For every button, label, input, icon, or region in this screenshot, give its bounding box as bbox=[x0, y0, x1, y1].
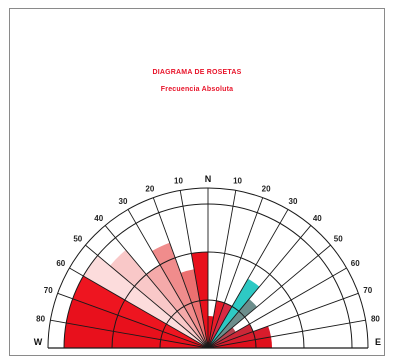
rose-spoke bbox=[207, 225, 312, 349]
rose-sector-13 bbox=[208, 298, 258, 348]
rose-tick-label: 50 bbox=[73, 235, 82, 244]
rose-tick-label: 20 bbox=[145, 184, 154, 193]
rose-tick-label: 60 bbox=[351, 259, 360, 268]
rose-tick-label: 60 bbox=[56, 259, 65, 268]
rose-spoke bbox=[207, 292, 359, 349]
rose-spoke bbox=[207, 319, 366, 349]
rose-spoke bbox=[179, 190, 209, 349]
rose-tick-label: 50 bbox=[334, 235, 343, 244]
rose-sector-2 bbox=[72, 276, 209, 348]
rose-spoke bbox=[85, 244, 209, 349]
rose-tick-label: 70 bbox=[363, 286, 372, 295]
rose-sector-4 bbox=[109, 249, 208, 348]
rose-spoke bbox=[69, 267, 209, 349]
rose-sector-14 bbox=[208, 327, 236, 348]
rose-diagram: 80 70 60 50 40 30 20 10 10 20 30 40 50 60 70 80 W N E bbox=[34, 174, 381, 349]
rose-label-east: E bbox=[375, 337, 381, 347]
chart-title: DIAGRAMA DE ROSETAS bbox=[152, 69, 242, 76]
rose-spoke bbox=[57, 292, 209, 349]
rose-tick-label: 30 bbox=[289, 197, 298, 206]
rose-tick-label: 80 bbox=[371, 314, 380, 323]
rose-spoke bbox=[207, 197, 264, 349]
rose-spoke bbox=[207, 209, 289, 349]
rose-sector-12 bbox=[208, 278, 260, 348]
rose-spoke bbox=[207, 190, 237, 349]
rose-tick-label: 40 bbox=[94, 214, 103, 223]
rose-label-west: W bbox=[34, 337, 43, 347]
rose-spoke bbox=[152, 197, 209, 349]
rose-spoke bbox=[207, 244, 331, 349]
chart-frame: DIAGRAMA DE ROSETAS Frecuencia Absoluta … bbox=[9, 8, 385, 356]
rose-sector-6 bbox=[152, 242, 208, 348]
rose-label-north: N bbox=[205, 174, 212, 184]
rose-tick-label: 40 bbox=[313, 214, 322, 223]
rose-sector-5 bbox=[146, 264, 208, 348]
rose-sector-3 bbox=[83, 255, 208, 348]
rose-tick-label: 30 bbox=[119, 197, 128, 206]
rose-spoke bbox=[50, 319, 209, 349]
rose-labels: 80 70 60 50 40 30 20 10 10 20 30 40 50 60 70 80 W N E bbox=[34, 174, 381, 347]
rose-spoke bbox=[104, 225, 209, 349]
rose-tick-label: 70 bbox=[44, 286, 53, 295]
rose-tick-label: 10 bbox=[233, 177, 242, 186]
rose-tick-label: 20 bbox=[262, 184, 271, 193]
rose-grid bbox=[47, 187, 369, 349]
chart-subtitle: Frecuencia Absoluta bbox=[160, 86, 234, 93]
rose-tick-label: 80 bbox=[36, 314, 45, 323]
rose-spoke bbox=[127, 209, 209, 349]
rose-sector-1 bbox=[66, 298, 208, 348]
rose-tick-label: 10 bbox=[174, 177, 183, 186]
rose-spoke bbox=[207, 267, 347, 349]
